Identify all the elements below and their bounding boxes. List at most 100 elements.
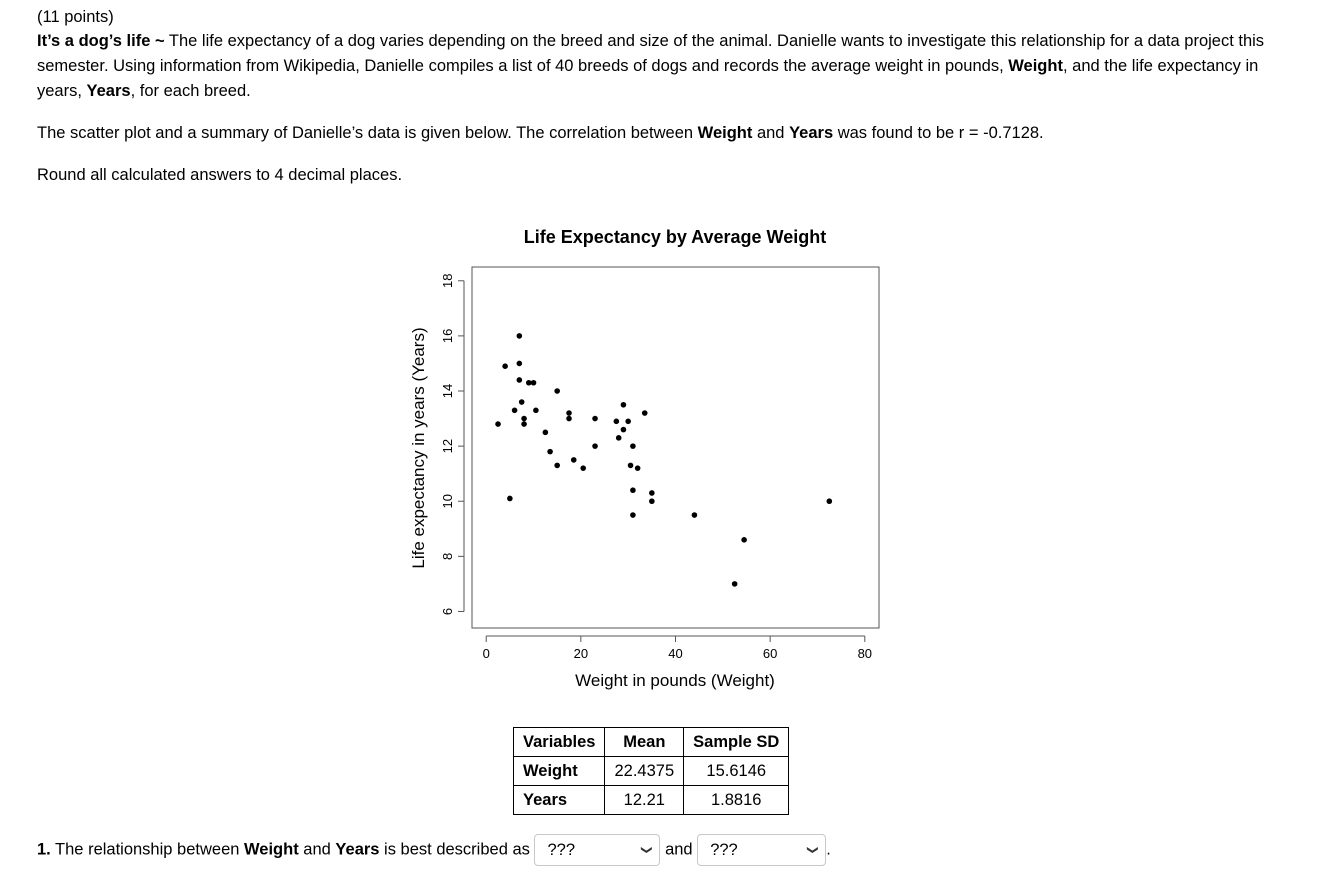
scatter-weight: Weight bbox=[697, 124, 753, 142]
data-point bbox=[554, 388, 560, 394]
question-text-2: and bbox=[298, 840, 336, 859]
question-text-1: The relationship between bbox=[50, 840, 245, 859]
data-point bbox=[495, 421, 501, 427]
data-point bbox=[530, 379, 537, 386]
data-point bbox=[521, 421, 527, 427]
variable-name: Weight bbox=[512, 756, 606, 786]
mean-value: 22.4375 bbox=[604, 756, 685, 786]
data-point bbox=[625, 418, 631, 425]
data-point bbox=[516, 333, 523, 339]
data-point bbox=[826, 498, 833, 505]
x-axis: 0 20 40 60 80 bbox=[483, 635, 872, 661]
data-point bbox=[731, 581, 738, 587]
data-point bbox=[741, 537, 747, 543]
data-point bbox=[630, 443, 636, 449]
y-axis-label: Life expectancy in years (Years) bbox=[409, 327, 428, 568]
y-tick-label: 16 bbox=[440, 329, 455, 343]
table-row: Weight 22.4375 15.6146 bbox=[512, 756, 790, 786]
x-axis-label: Weight in pounds (Weight) bbox=[575, 671, 775, 690]
header-mean: Mean bbox=[604, 727, 685, 757]
and-text: and bbox=[665, 840, 693, 859]
data-point bbox=[620, 426, 627, 433]
summary-table: Variables Mean Sample SD Weight 22.4375 … bbox=[512, 727, 790, 815]
intro-text-1: The life expectancy of a dog varies depe… bbox=[37, 32, 1265, 75]
table-header-row: Variables Mean Sample SD bbox=[512, 727, 790, 757]
data-point bbox=[615, 435, 622, 441]
question-weight: Weight bbox=[244, 840, 299, 859]
y-tick-label: 10 bbox=[440, 494, 455, 508]
data-point bbox=[525, 379, 532, 386]
rounding-instruction: Round all calculated answers to 4 decima… bbox=[37, 166, 403, 184]
y-tick-label: 6 bbox=[440, 608, 455, 615]
chevron-down-icon: ❯ bbox=[806, 845, 819, 855]
chevron-down-icon: ❯ bbox=[640, 845, 653, 855]
scatter-chart: Life Expectancy by Average Weight 0 20 40 6… bbox=[409, 227, 880, 690]
x-tick-label: 60 bbox=[763, 646, 777, 661]
data-point bbox=[630, 487, 636, 494]
data-point bbox=[649, 490, 655, 496]
intro-weight: Weight bbox=[1008, 57, 1063, 75]
data-point bbox=[507, 495, 513, 502]
x-tick-label: 40 bbox=[668, 646, 682, 661]
intro-years: Years bbox=[86, 82, 131, 100]
mean-value: 12.21 bbox=[604, 785, 685, 815]
header-sample-sd: Sample SD bbox=[683, 727, 790, 757]
relationship-strength-select[interactable]: ??? ❯ bbox=[697, 834, 827, 866]
scatter-text-2: and bbox=[752, 124, 790, 142]
data-point bbox=[627, 462, 634, 469]
table-row: Years 12.21 1.8816 bbox=[512, 785, 790, 815]
data-point bbox=[502, 363, 508, 370]
data-point bbox=[649, 498, 655, 505]
data-point bbox=[542, 429, 549, 436]
select-value: ??? bbox=[710, 841, 738, 859]
header-variables: Variables bbox=[512, 727, 606, 757]
intro-paragraph: It’s a dog’s life ~ The life expectancy … bbox=[37, 29, 1307, 104]
data-point bbox=[592, 415, 598, 422]
sd-value: 15.6146 bbox=[683, 756, 790, 786]
sd-value: 1.8816 bbox=[683, 785, 790, 815]
scatter-text-1: The scatter plot and a summary of Daniel… bbox=[37, 124, 698, 142]
scatter-description: The scatter plot and a summary of Daniel… bbox=[37, 121, 1044, 146]
plot-frame bbox=[471, 266, 880, 629]
question-text-3: is best described as bbox=[379, 840, 535, 859]
data-point bbox=[521, 415, 527, 422]
data-point bbox=[516, 360, 523, 367]
scatter-text-3: was found to be r = -0.7128. bbox=[833, 124, 1044, 142]
data-point bbox=[592, 443, 598, 449]
question-1: 1. The relationship between Weight and Y… bbox=[37, 834, 831, 866]
relationship-direction-select[interactable]: ??? ❯ bbox=[534, 834, 661, 866]
x-tick-label: 0 bbox=[483, 646, 490, 661]
data-point bbox=[566, 415, 572, 422]
y-tick-label: 18 bbox=[440, 274, 455, 288]
question-end: . bbox=[826, 840, 831, 859]
data-point bbox=[566, 410, 572, 416]
y-tick-label: 14 bbox=[440, 384, 455, 398]
intro-title: It’s a dog’s life ~ bbox=[37, 32, 165, 50]
data-point bbox=[634, 465, 641, 471]
data-point bbox=[641, 410, 648, 416]
data-point bbox=[613, 418, 620, 425]
points-label: (11 points) bbox=[37, 8, 114, 26]
question-number: 1. bbox=[37, 840, 51, 859]
data-point bbox=[691, 512, 698, 518]
data-point bbox=[547, 448, 553, 455]
data-points bbox=[495, 333, 833, 587]
data-point bbox=[554, 462, 560, 469]
data-point bbox=[511, 407, 518, 414]
data-point bbox=[533, 407, 539, 414]
chart-title: Life Expectancy by Average Weight bbox=[524, 227, 826, 247]
data-point bbox=[620, 401, 627, 408]
data-point bbox=[570, 457, 577, 463]
x-tick-label: 20 bbox=[574, 646, 588, 661]
variable-name: Years bbox=[512, 785, 606, 815]
question-years: Years bbox=[335, 840, 380, 859]
data-point bbox=[580, 465, 587, 471]
y-tick-label: 8 bbox=[440, 553, 455, 560]
intro-text-2: , and the life expectancy in years, bbox=[37, 57, 1259, 100]
scatter-years: Years bbox=[789, 124, 834, 142]
select-value: ??? bbox=[547, 841, 575, 859]
x-tick-label: 80 bbox=[858, 646, 872, 661]
y-tick-label: 12 bbox=[440, 439, 455, 453]
data-point bbox=[516, 377, 523, 383]
intro-text-3: , for each breed. bbox=[130, 82, 251, 100]
